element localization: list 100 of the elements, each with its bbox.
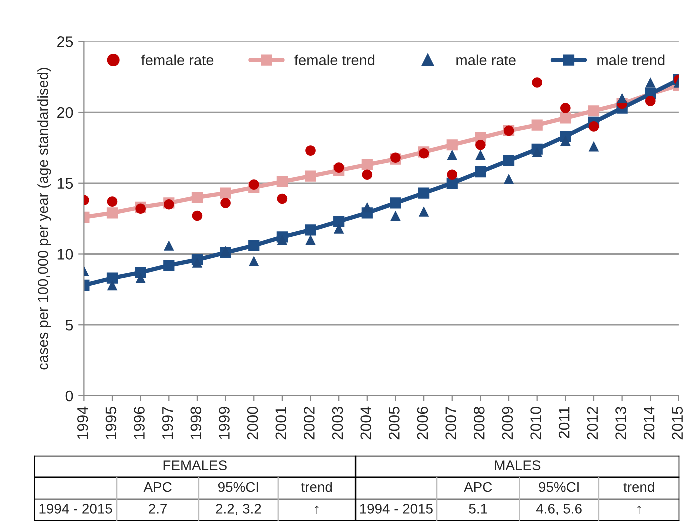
point [334, 224, 344, 234]
point [306, 146, 316, 156]
x-tick-label: 2005 [389, 407, 400, 440]
x-tick-label: 2001 [276, 407, 287, 440]
x-tick-label: 2013 [616, 407, 626, 440]
text: trend [624, 482, 654, 492]
point [248, 256, 260, 266]
legend-label: female rate [142, 54, 214, 66]
point [106, 272, 118, 284]
point [532, 147, 542, 158]
point [220, 198, 231, 208]
point [504, 174, 514, 184]
point [645, 96, 656, 106]
point [135, 267, 146, 278]
point [447, 170, 458, 180]
point [107, 280, 118, 291]
x-tick-label: 1999 [219, 407, 230, 440]
point [447, 150, 458, 160]
point [532, 78, 542, 88]
point [106, 208, 118, 219]
point [645, 78, 656, 88]
text: 4.6, 5.6 [536, 504, 582, 516]
point [617, 93, 628, 104]
point [390, 210, 401, 222]
point [560, 103, 571, 114]
point [164, 260, 175, 272]
text: 1994 - 2015 [360, 504, 433, 514]
point [532, 120, 543, 131]
text: FEMALES [164, 460, 227, 470]
point [560, 136, 571, 146]
point [248, 180, 260, 190]
point [476, 150, 486, 160]
point [192, 210, 203, 222]
text: APC [144, 482, 172, 492]
x-tick-label: 2011 [558, 407, 570, 438]
y-tick-label: 20 [58, 107, 74, 118]
point [277, 234, 288, 246]
point [588, 141, 600, 152]
text: ↑ [638, 506, 641, 514]
point [306, 234, 316, 246]
y-axis-title: cases per 100,000 per year (age standardised) [38, 68, 52, 370]
point [192, 258, 203, 268]
point [362, 170, 373, 180]
x-tick-label: 2002 [304, 407, 315, 440]
x-tick-label: 2010 [530, 406, 542, 440]
point [305, 170, 316, 182]
x-tick-label: 1995 [106, 407, 117, 440]
x-tick-label: 2006 [417, 407, 428, 440]
x-tick-label: 2009 [502, 407, 514, 440]
x-tick-label: 2004 [360, 406, 372, 440]
point [446, 140, 458, 151]
text: 95%CI [539, 482, 579, 492]
point [136, 273, 146, 284]
x-tick-label: 2000 [247, 406, 258, 440]
legend-label: male rate [456, 54, 516, 66]
x-tick-label: 1994 [77, 406, 88, 440]
point [248, 240, 260, 252]
y-tick-label: 25 [58, 36, 74, 48]
x-tick-label: 2014 [644, 406, 655, 440]
text: 95%CI [218, 482, 258, 492]
x-tick-label: 2015 [672, 407, 684, 440]
y-tick-label: 0 [66, 390, 74, 402]
y-tick-label: 15 [58, 178, 74, 190]
text: 1994 - 2015 [40, 504, 112, 514]
legend-label: female trend [294, 54, 375, 66]
point [446, 178, 458, 189]
point [362, 159, 373, 171]
x-tick-label: 1997 [162, 407, 174, 440]
text: 2.7 [149, 504, 168, 514]
point [560, 112, 572, 124]
text: trend [301, 482, 332, 492]
point [164, 240, 174, 251]
point [334, 162, 344, 173]
x-tick-label: 2007 [446, 407, 456, 440]
text: APC [464, 482, 492, 492]
point [334, 216, 345, 228]
point [390, 198, 402, 209]
point [418, 188, 430, 199]
point [588, 122, 600, 132]
point [588, 106, 600, 117]
y-tick-label: 5 [66, 320, 74, 331]
point [362, 202, 373, 213]
x-tick-label: 2003 [332, 407, 344, 440]
point [220, 188, 232, 199]
point [475, 166, 486, 178]
point [277, 194, 288, 204]
point [476, 140, 486, 150]
point [418, 206, 430, 217]
y-tick-label: 10 [58, 249, 74, 260]
x-tick-label: 2012 [587, 407, 598, 440]
x-tick-label: 2008 [474, 407, 485, 440]
x-tick-label: 1998 [190, 407, 202, 440]
point [305, 224, 316, 236]
point [107, 196, 118, 207]
text: ↑ [315, 506, 319, 514]
text: MALES [495, 460, 541, 470]
text: 5.1 [469, 504, 488, 514]
point [276, 176, 288, 188]
point [503, 155, 515, 166]
legend-label: male trend [598, 54, 665, 66]
